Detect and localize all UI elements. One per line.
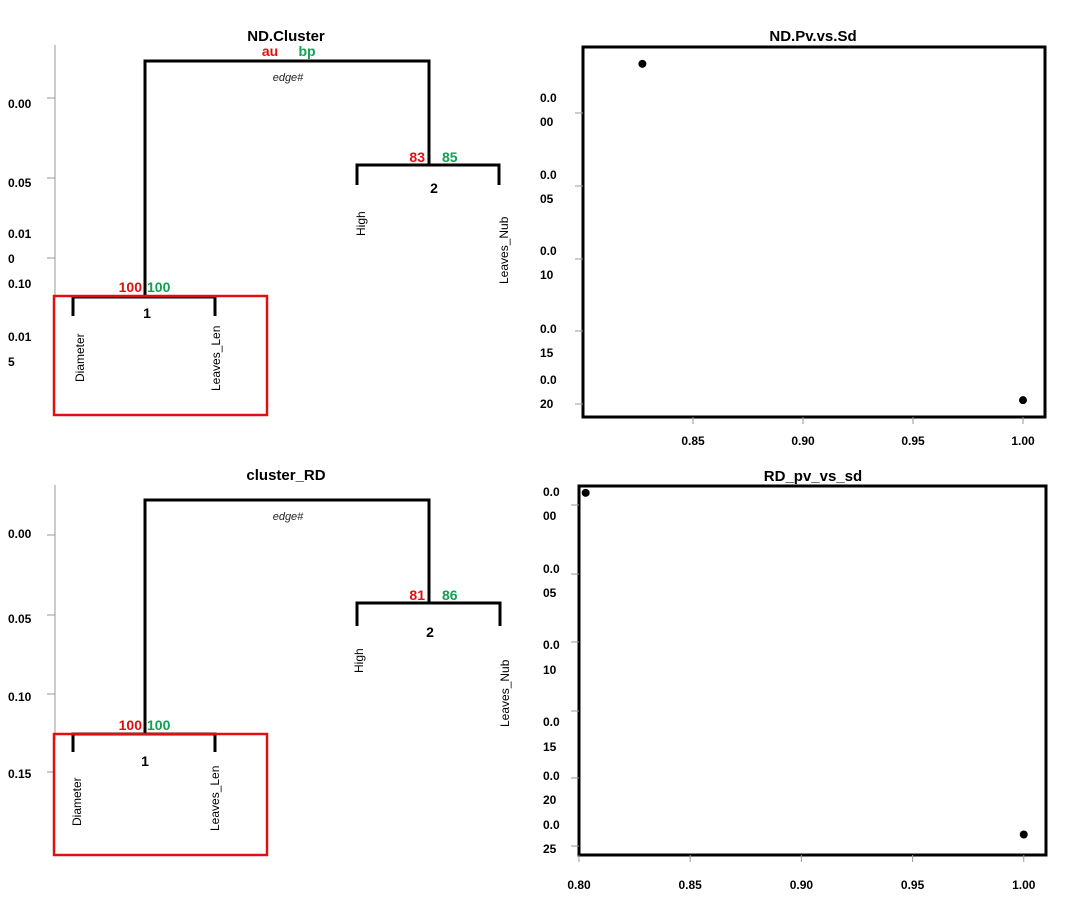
leaf-label: Leaves_Nub bbox=[497, 216, 511, 284]
cluster-rd-y-tick-label: 0.05 bbox=[8, 612, 32, 626]
leaf-label: Diameter bbox=[70, 777, 84, 826]
cluster-1-id: 1 bbox=[143, 305, 151, 321]
cluster-rd-y-tick-label: 0.15 bbox=[8, 767, 32, 781]
leaf-label: Diameter bbox=[73, 333, 87, 382]
rd-pv-x-tick-label: 1.00 bbox=[1012, 878, 1036, 892]
rd-pv-y-tick-label: 0.0 00 bbox=[543, 485, 560, 523]
cluster-1-highlight-box bbox=[52, 732, 269, 857]
cluster-2-bp-value: 86 bbox=[442, 587, 458, 603]
nd-pv-point bbox=[638, 59, 647, 68]
rd-pv-x-tick-label: 0.95 bbox=[901, 878, 925, 892]
nd-cluster-au-header: au bbox=[262, 43, 278, 59]
rd-pv-point bbox=[581, 488, 590, 497]
leaf-label: Leaves_Nub bbox=[498, 659, 512, 727]
nd-pv-x-tick-label: 1.00 bbox=[1011, 434, 1035, 448]
nd-pv-title: ND.Pv.vs.Sd bbox=[769, 28, 856, 45]
cluster-1-highlight-box bbox=[52, 294, 269, 417]
nd-pv-points bbox=[638, 59, 1027, 405]
rd-pv-x-tick-label: 0.90 bbox=[790, 878, 814, 892]
nd-pv-point bbox=[1019, 396, 1027, 405]
cluster-2-branch bbox=[355, 163, 501, 185]
nd-pv-y-tick-label: 0.0 20 bbox=[540, 373, 557, 411]
leaf-label: Leaves_Len bbox=[209, 326, 223, 391]
cluster-1-bp-value: 100 bbox=[147, 717, 171, 733]
nd-cluster-y-tick-label: 0.01 5 bbox=[8, 330, 32, 369]
rd-pv-x-tick-label: 0.85 bbox=[679, 878, 703, 892]
cluster-2-bp-value: 85 bbox=[442, 149, 458, 165]
cluster-1-au-value: 100 bbox=[119, 279, 143, 295]
nd-cluster-y-tick-label: 0.00 bbox=[8, 97, 32, 111]
nd-cluster-y-tick-label: 0.05 bbox=[8, 176, 32, 190]
nd-cluster-edge-label: edge# bbox=[273, 72, 304, 84]
cluster-1-id: 1 bbox=[141, 753, 149, 769]
cluster-rd-y-tick-label: 0.10 bbox=[8, 690, 32, 704]
nd-cluster-y-tick-label: 0.10 bbox=[8, 277, 32, 291]
cluster-2-au-value: 81 bbox=[409, 587, 425, 603]
nd-pv-plot-frame bbox=[581, 45, 1047, 419]
cluster-2-au-value: 83 bbox=[409, 149, 425, 165]
nd-pv-vs-sd-panel: ND.Pv.vs.Sd 0.0 00 0.0 05 0.0 10 0.0 15 0.0 2… bbox=[540, 28, 1047, 448]
rd-pv-plot-frame bbox=[577, 484, 1048, 857]
cluster-2-id: 2 bbox=[430, 180, 438, 196]
rd-pv-points bbox=[581, 488, 1028, 839]
nd-cluster-title: ND.Cluster bbox=[247, 28, 325, 45]
cluster-1-bp-value: 100 bbox=[147, 279, 171, 295]
rd-pv-vs-sd-panel: RD_pv_vs_sd 0.0 00 0.0 05 0.0 10 0.0 15 0.0 2… bbox=[543, 468, 1048, 892]
nd-pv-x-tick-label: 0.90 bbox=[791, 434, 815, 448]
nd-cluster-y-tick-label: 0.01 0 bbox=[8, 227, 32, 266]
root-branch bbox=[143, 498, 431, 734]
nd-pv-y-tick-label: 0.0 05 bbox=[540, 168, 557, 206]
cluster-rd-y-tick-label: 0.00 bbox=[8, 527, 32, 541]
nd-pv-x-axis: 0.85 0.90 0.95 1.00 bbox=[681, 417, 1035, 448]
rd-pv-y-tick-label: 0.0 25 bbox=[543, 818, 560, 856]
nd-pv-x-tick-label: 0.95 bbox=[901, 434, 925, 448]
nd-pv-x-tick-label: 0.85 bbox=[681, 434, 705, 448]
cluster-rd-title: cluster_RD bbox=[246, 467, 325, 484]
nd-pv-y-tick-label: 0.0 00 bbox=[540, 91, 557, 129]
cluster-1-au-value: 100 bbox=[119, 717, 143, 733]
rd-pv-y-tick-label: 0.0 10 bbox=[543, 638, 560, 677]
rd-pv-x-tick-label: 0.80 bbox=[567, 878, 591, 892]
leaf-label: High bbox=[352, 648, 366, 673]
rd-pv-y-tick-label: 0.0 20 bbox=[543, 769, 560, 807]
cluster-rd-panel: cluster_RD edge# 0.00 0.05 0.10 0.15 81 … bbox=[8, 467, 512, 857]
rd-pv-title: RD_pv_vs_sd bbox=[764, 468, 862, 485]
rd-pv-y-tick-label: 0.0 05 bbox=[543, 562, 560, 600]
cluster-2-branch bbox=[355, 601, 502, 626]
cluster-rd-edge-label: edge# bbox=[273, 511, 304, 523]
nd-cluster-bp-header: bp bbox=[298, 43, 315, 59]
nd-cluster-panel: ND.Cluster au bp edge# 0.00 0.05 0.01 0 0… bbox=[8, 28, 511, 417]
leaf-label: Leaves_Len bbox=[208, 766, 222, 831]
rd-pv-y-tick-label: 0.0 15 bbox=[543, 715, 560, 754]
rd-pv-point bbox=[1019, 830, 1028, 839]
cluster-2-id: 2 bbox=[426, 624, 434, 640]
nd-pv-y-tick-label: 0.0 15 bbox=[540, 322, 557, 360]
nd-pv-y-tick-label: 0.0 10 bbox=[540, 244, 557, 282]
leaf-label: High bbox=[354, 211, 368, 236]
cluster-1-branch bbox=[71, 732, 217, 752]
rd-pv-x-axis: 0.80 0.85 0.90 0.95 1.00 bbox=[567, 855, 1036, 892]
root-branch bbox=[143, 59, 431, 297]
